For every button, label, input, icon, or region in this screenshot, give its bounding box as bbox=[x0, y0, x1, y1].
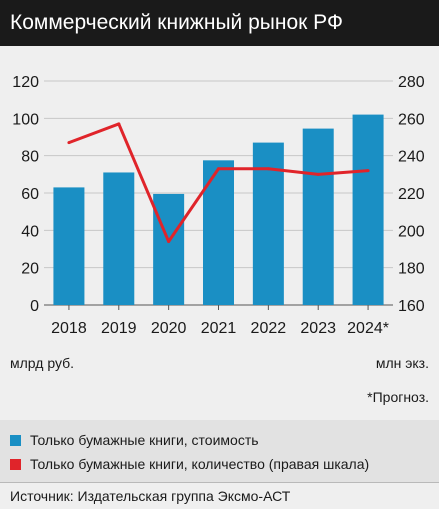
legend-item-line: Только бумажные книги, количество (права… bbox=[10, 454, 369, 474]
legend-label-line: Только бумажные книги, количество (права… bbox=[30, 456, 370, 472]
bar-series bbox=[53, 114, 384, 305]
title-bar: Коммерческий книжный рынок РФ bbox=[0, 0, 439, 46]
legend-swatch-bars bbox=[10, 434, 21, 446]
legend-label-bars: Только бумажные книги, стоимость bbox=[30, 432, 259, 448]
left-tick-label: 120 bbox=[12, 74, 39, 91]
line-point bbox=[266, 167, 270, 171]
bar bbox=[252, 142, 284, 305]
x-axis-ticks: 2018 2019 2020 2021 2022 2023 2024* bbox=[51, 305, 389, 337]
line-point bbox=[316, 172, 320, 176]
x-tick-label: 2019 bbox=[101, 320, 137, 337]
x-tick-label: 2018 bbox=[51, 320, 87, 337]
chart-title: Коммерческий книжный рынок РФ bbox=[10, 11, 343, 34]
source-text: Источник: Издательская группа Эксмо-АСТ bbox=[10, 488, 291, 504]
bar bbox=[153, 193, 185, 305]
bar bbox=[53, 187, 85, 305]
x-tick-label: 2022 bbox=[251, 320, 287, 337]
legend-item-bars: Только бумажные книги, стоимость bbox=[10, 430, 259, 450]
bar bbox=[352, 114, 384, 305]
legend-swatch-line bbox=[10, 458, 21, 470]
right-axis-unit: млн экз. bbox=[375, 355, 429, 371]
line-series bbox=[67, 122, 370, 244]
left-axis-ticks: 0 20 40 60 80 100 120 bbox=[12, 74, 39, 315]
right-tick-label: 160 bbox=[398, 298, 425, 315]
line-point bbox=[366, 169, 370, 173]
bar bbox=[302, 128, 334, 305]
x-tick-label: 2021 bbox=[201, 320, 237, 337]
line-point bbox=[117, 122, 121, 126]
right-tick-label: 260 bbox=[398, 111, 425, 128]
x-tick-label: 2024* bbox=[347, 320, 389, 337]
bar bbox=[103, 172, 135, 305]
left-tick-label: 0 bbox=[30, 298, 39, 315]
left-axis-unit: млрд руб. bbox=[10, 355, 75, 371]
chart-svg: 0 20 40 60 80 100 120 160 180 200 220 240 260 280 20… bbox=[12, 74, 425, 337]
left-tick-label: 40 bbox=[21, 223, 39, 240]
legend: Только бумажные книги, стоимость Только … bbox=[0, 420, 439, 482]
source-bar: Источник: Издательская группа Эксмо-АСТ bbox=[0, 482, 439, 509]
left-tick-label: 20 bbox=[21, 261, 39, 278]
line-point bbox=[67, 141, 71, 145]
right-tick-label: 200 bbox=[398, 223, 425, 240]
left-tick-label: 60 bbox=[21, 186, 39, 203]
line-point bbox=[217, 167, 220, 171]
right-tick-label: 240 bbox=[398, 149, 425, 166]
x-tick-label: 2020 bbox=[151, 320, 187, 337]
left-tick-label: 80 bbox=[21, 149, 39, 166]
right-axis-ticks: 160 180 200 220 240 260 280 bbox=[398, 74, 425, 315]
right-tick-label: 220 bbox=[398, 186, 425, 203]
right-tick-label: 280 bbox=[398, 74, 425, 91]
forecast-note: *Прогноз. bbox=[367, 389, 429, 405]
x-tick-label: 2023 bbox=[300, 320, 336, 337]
left-tick-label: 100 bbox=[12, 111, 39, 128]
line-point bbox=[167, 240, 171, 244]
right-tick-label: 180 bbox=[398, 261, 425, 278]
